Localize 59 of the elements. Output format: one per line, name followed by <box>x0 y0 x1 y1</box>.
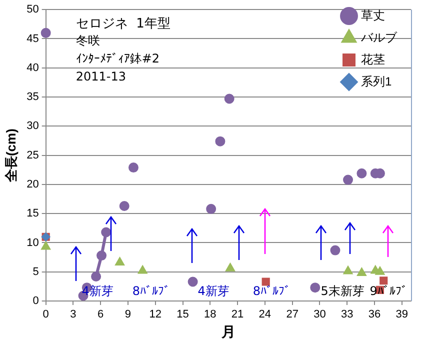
x-tick-label: 24 <box>258 308 272 321</box>
y-tick-label: 10 <box>26 236 39 249</box>
point <box>356 168 367 178</box>
annotation: 2011-13 <box>76 70 126 84</box>
text: セロジネ 1年型 <box>76 16 170 32</box>
point <box>375 266 385 275</box>
y-tick-label: 50 <box>26 4 39 16</box>
legend-label: 草丈 <box>361 8 385 22</box>
x-tick-label: 12 <box>149 308 162 321</box>
x-tick-label: 18 <box>204 308 216 321</box>
y-tick-label: 15 <box>26 208 39 220</box>
text: 冬咲 <box>76 34 100 48</box>
legend-label: バルブ <box>360 30 398 44</box>
x-tick-label: 36 <box>368 308 381 321</box>
x-tick-label: 27 <box>286 308 298 321</box>
point <box>310 282 320 293</box>
point <box>356 268 367 276</box>
point <box>40 28 51 38</box>
point <box>215 136 226 146</box>
y-tick-label: 45 <box>26 32 39 45</box>
point <box>119 201 130 212</box>
x-tick-label: 3 <box>70 308 76 321</box>
point <box>225 262 236 272</box>
x-axis-title: 月 <box>220 323 236 340</box>
legend-label: 花茎 <box>361 52 385 66</box>
x-tick-label: 0 <box>42 308 49 321</box>
x-tick-label: 9 <box>124 308 132 321</box>
x-tick-label: 15 <box>176 308 189 321</box>
point <box>128 162 138 173</box>
point <box>343 266 353 274</box>
y-tick-label: 40 <box>26 62 39 74</box>
legend-label: 系列1 <box>361 74 392 88</box>
point <box>41 241 51 250</box>
y-tick-label: 5 <box>32 266 39 278</box>
point <box>206 204 216 214</box>
point <box>188 276 198 287</box>
y-tick-label: 35 <box>26 91 39 104</box>
point <box>380 276 388 285</box>
point <box>138 265 148 274</box>
point <box>330 245 340 256</box>
annotation: 4新芽 <box>82 284 114 298</box>
point <box>114 257 125 266</box>
point <box>224 94 234 104</box>
annotation: ｲﾝﾀｰﾒﾃﾞｨｱ鉢#2 <box>76 52 160 66</box>
x-tick-label: 6 <box>98 308 104 321</box>
x-tick-label: 21 <box>231 308 244 321</box>
point <box>343 174 354 185</box>
annotation: 8ﾊﾞﾙﾌﾞ <box>252 284 290 298</box>
y-tick-label: 25 <box>26 149 39 162</box>
y-tick-label: 0 <box>32 295 39 308</box>
annotation: 8ﾊﾞﾙﾌﾞ <box>132 284 170 298</box>
y-tick-label: 30 <box>26 120 39 132</box>
x-tick-label: 30 <box>314 308 326 321</box>
annotation: 4新芽 <box>198 284 230 298</box>
x-tick-label: 39 <box>396 308 408 321</box>
x-tick-label: 33 <box>340 308 354 321</box>
y-axis-title: 全長(cm) <box>3 128 18 184</box>
y-tick-label: 20 <box>26 178 39 190</box>
annotation: 5末新芽 <box>320 284 364 298</box>
